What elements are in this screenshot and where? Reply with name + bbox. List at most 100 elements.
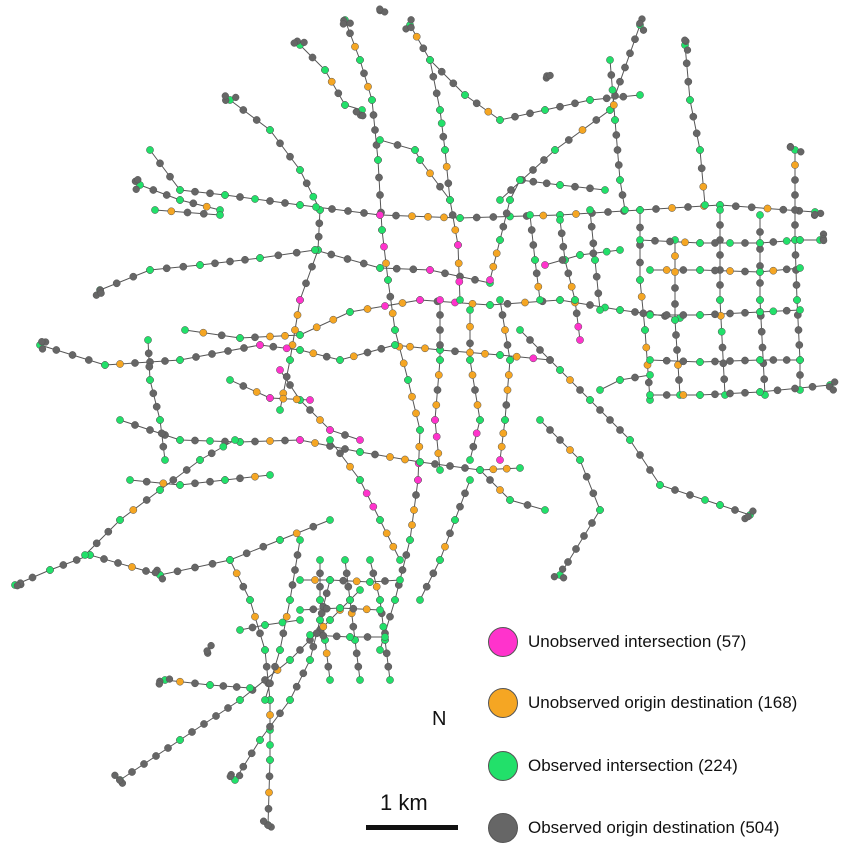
- observed-origin-destination-node: [269, 342, 278, 351]
- observed-origin-destination-node: [756, 279, 764, 287]
- unobserved-origin-destination-node: [292, 395, 301, 404]
- observed-origin-destination-node: [791, 221, 799, 229]
- road-edge: [149, 149, 816, 219]
- road-edge: [129, 474, 271, 486]
- observed-origin-destination-node: [572, 545, 580, 553]
- observed-intersection-node: [551, 146, 559, 154]
- observed-origin-destination-node: [265, 772, 274, 781]
- observed-origin-destination-node: [819, 236, 828, 245]
- observed-intersection-node: [516, 464, 524, 472]
- observed-origin-destination-node: [529, 166, 537, 174]
- observed-origin-destination-node: [312, 629, 321, 638]
- observed-origin-destination-node: [322, 589, 331, 598]
- observed-origin-destination-node: [276, 139, 284, 148]
- unobserved-intersection-node: [436, 296, 444, 304]
- observed-origin-destination-node: [436, 326, 444, 334]
- unobserved-origin-destination-node: [496, 486, 504, 494]
- observed-origin-destination-node: [155, 680, 163, 688]
- observed-intersection-node: [671, 316, 679, 324]
- observed-intersection-node: [696, 311, 704, 319]
- observed-origin-destination-node: [392, 264, 401, 273]
- observed-origin-destination-node: [749, 507, 757, 515]
- observed-origin-destination-node: [236, 474, 244, 483]
- observed-origin-destination-node: [156, 159, 164, 168]
- road-edge: [429, 59, 641, 121]
- observed-origin-destination-node: [626, 49, 634, 58]
- unobserved-origin-destination-node: [159, 479, 168, 488]
- unobserved-origin-destination-node: [265, 788, 273, 797]
- observed-origin-destination-node: [711, 239, 719, 247]
- unobserved-origin-destination-node: [266, 437, 274, 445]
- observed-intersection-node: [176, 356, 184, 364]
- observed-intersection-node: [756, 388, 764, 396]
- observed-origin-destination-node: [631, 373, 639, 382]
- north-label: N: [432, 708, 447, 730]
- observed-origin-destination-node: [461, 489, 469, 498]
- observed-intersection-node: [326, 676, 334, 684]
- observed-intersection-node: [621, 206, 629, 214]
- unobserved-origin-destination-node: [311, 576, 319, 584]
- observed-origin-destination-node: [419, 44, 428, 53]
- observed-origin-destination-node: [536, 346, 544, 354]
- road-edge: [229, 99, 321, 411]
- observed-intersection-node: [376, 596, 384, 604]
- observed-origin-destination-node: [173, 567, 182, 576]
- unobserved-origin-destination-node: [466, 348, 474, 357]
- observed-intersection-node: [756, 356, 764, 364]
- observed-intersection-node: [541, 506, 549, 514]
- observed-origin-destination-node: [224, 704, 232, 712]
- observed-intersection-node: [466, 306, 474, 314]
- observed-origin-destination-node: [386, 612, 394, 621]
- observed-intersection-node: [306, 631, 314, 639]
- observed-intersection-node: [276, 646, 284, 654]
- unobserved-origin-destination-node: [382, 259, 390, 268]
- observed-intersection-node: [646, 391, 654, 399]
- observed-origin-destination-node: [375, 173, 383, 182]
- observed-origin-destination-node: [681, 36, 689, 44]
- observed-intersection-node: [626, 436, 634, 444]
- observed-origin-destination-node: [782, 356, 791, 364]
- unobserved-origin-destination-node: [327, 77, 336, 86]
- unobserved-origin-destination-node: [202, 202, 211, 211]
- observed-origin-destination-node: [679, 311, 688, 319]
- observed-intersection-node: [296, 346, 304, 354]
- observed-intersection-node: [321, 66, 329, 74]
- observed-intersection-node: [261, 646, 269, 654]
- observed-intersection-node: [311, 246, 319, 254]
- unobserved-origin-destination-node: [279, 394, 288, 403]
- unobserved-origin-destination-node: [466, 322, 474, 331]
- unobserved-origin-destination-node: [426, 169, 434, 178]
- observed-intersection-node: [116, 516, 124, 524]
- unobserved-origin-destination-node: [566, 376, 574, 384]
- unobserved-intersection-node: [432, 432, 441, 441]
- observed-intersection-node: [46, 566, 54, 574]
- observed-origin-destination-node: [314, 232, 323, 241]
- unobserved-origin-destination-node: [421, 344, 429, 353]
- observed-origin-destination-node: [613, 146, 622, 154]
- observed-origin-destination-node: [359, 112, 367, 120]
- observed-intersection-node: [796, 236, 804, 244]
- observed-intersection-node: [261, 621, 269, 629]
- observed-origin-destination-node: [191, 436, 199, 445]
- observed-origin-destination-node: [589, 249, 598, 258]
- observed-origin-destination-node: [546, 71, 554, 80]
- unobserved-origin-destination-node: [567, 282, 576, 291]
- observed-origin-destination-node: [341, 445, 349, 453]
- observed-intersection-node: [266, 126, 274, 134]
- observed-origin-destination-node: [429, 569, 438, 578]
- observed-origin-destination-node: [711, 357, 719, 366]
- observed-intersection-node: [531, 256, 539, 264]
- observed-origin-destination-node: [59, 561, 68, 569]
- observed-origin-destination-node: [239, 582, 248, 591]
- observed-origin-destination-node: [299, 669, 308, 678]
- observed-origin-destination-node: [72, 556, 81, 564]
- unobserved-origin-destination-node: [410, 506, 418, 514]
- observed-intersection-node: [576, 251, 584, 259]
- observed-intersection-node: [276, 536, 284, 544]
- observed-origin-destination-node: [499, 222, 508, 231]
- observed-origin-destination-node: [683, 46, 692, 54]
- observed-origin-destination-node: [182, 466, 191, 474]
- observed-intersection-node: [176, 186, 184, 194]
- observed-origin-destination-node: [251, 333, 259, 342]
- observed-intersection-node: [416, 458, 424, 466]
